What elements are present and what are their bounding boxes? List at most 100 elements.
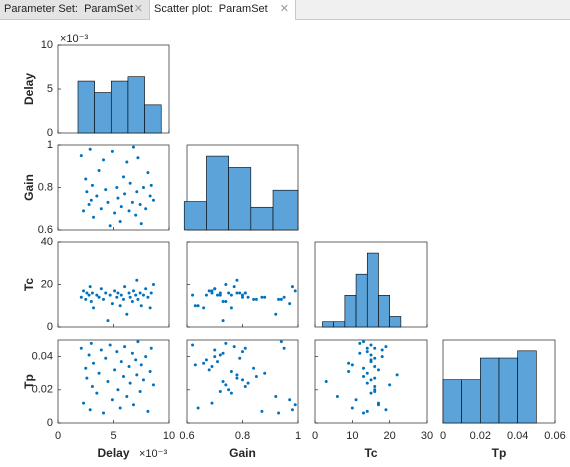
- histogram-bar: [272, 189, 299, 231]
- scatter-point: [141, 293, 145, 297]
- scatter-point: [224, 300, 228, 303]
- scatter-point: [358, 341, 362, 345]
- scatter-point: [241, 378, 244, 382]
- scatter-point: [89, 198, 93, 202]
- scatter-point: [210, 401, 214, 405]
- scatter-point: [123, 192, 127, 196]
- tab-active[interactable]: Scatter plot: ParamSet ✕: [150, 0, 296, 20]
- scatter-point: [241, 350, 244, 354]
- scatter-point: [358, 351, 362, 355]
- axes-box: [57, 144, 170, 231]
- scatter-point: [119, 205, 123, 209]
- scatter-point: [92, 306, 96, 310]
- x-tick-label: 0.6: [179, 430, 194, 442]
- scatter-point: [373, 356, 377, 360]
- histogram-bar: [127, 76, 145, 134]
- scatter-point: [235, 291, 239, 295]
- column-label: Tp: [492, 446, 507, 460]
- scatter-point: [213, 287, 217, 291]
- scatter-point: [232, 345, 236, 349]
- scatter-point: [243, 384, 247, 388]
- histogram-bar: [228, 167, 252, 231]
- histogram-bar: [322, 321, 334, 328]
- scatter-point: [229, 306, 233, 310]
- scatter-point: [125, 160, 129, 164]
- scatter-point: [92, 361, 96, 365]
- scatter-point: [221, 319, 225, 323]
- scatter-point: [350, 363, 354, 367]
- scatter-point: [118, 406, 122, 410]
- close-icon[interactable]: ✕: [279, 3, 289, 15]
- scatter-point: [127, 291, 131, 295]
- scatter-point: [246, 295, 250, 299]
- scatter-point: [85, 291, 89, 295]
- scatter-point: [106, 380, 110, 383]
- histogram-bar: [77, 80, 95, 134]
- close-icon[interactable]: ✕: [133, 3, 143, 15]
- scatter-point: [369, 353, 373, 357]
- scatter-point: [210, 291, 214, 295]
- scatter-point: [260, 295, 264, 299]
- scatter-point: [252, 366, 256, 370]
- histogram-bar: [355, 273, 368, 328]
- axes-box: [314, 339, 428, 424]
- scatter-point: [362, 375, 366, 379]
- scatter-point: [95, 391, 99, 395]
- tab-label: Parameter Set: ParamSet: [4, 3, 133, 15]
- scatter-point: [204, 358, 208, 362]
- scatter-point: [213, 355, 217, 359]
- histogram-bar: [333, 321, 346, 328]
- scatter-point: [369, 343, 373, 347]
- scatter-point: [104, 291, 108, 295]
- scatter-point: [148, 306, 152, 310]
- scatter-point: [118, 304, 122, 308]
- scatter-point: [362, 366, 366, 370]
- scatter-point: [274, 312, 278, 316]
- scatter-point: [373, 365, 377, 369]
- scatter-point: [141, 186, 145, 189]
- axes-box: [57, 339, 170, 424]
- scatter-point: [347, 361, 351, 365]
- column-label: Tc: [364, 446, 377, 460]
- scatter-point: [216, 293, 220, 297]
- scatter-point: [104, 356, 108, 360]
- histogram-bar: [378, 295, 390, 328]
- scatter-point: [115, 295, 119, 299]
- scatter-point: [235, 376, 239, 380]
- scatter-point: [125, 312, 129, 316]
- scatter-point: [87, 293, 91, 297]
- scatter-point: [263, 295, 267, 299]
- scatter-point: [95, 194, 99, 198]
- scatter-point: [134, 358, 138, 362]
- y-tick-label: 0: [47, 127, 53, 139]
- scatter-point: [149, 183, 153, 187]
- histogram-bar: [366, 252, 379, 328]
- row-label: Tp: [22, 374, 36, 389]
- scatter-point: [149, 291, 153, 295]
- axis-exponent: ×10⁻³: [139, 448, 167, 460]
- scatter-point: [138, 389, 142, 393]
- scatter-point: [121, 175, 125, 179]
- y-tick-label: 20: [41, 278, 53, 290]
- row-label: Gain: [22, 174, 36, 201]
- scatter-point: [365, 381, 369, 385]
- scatter-point: [238, 291, 242, 295]
- scatter-point: [365, 409, 369, 413]
- x-tick-label: 10: [346, 430, 358, 442]
- tab[interactable]: Parameter Set: ParamSet ✕: [0, 0, 150, 19]
- scatter-point: [135, 278, 139, 282]
- scatter-point: [216, 360, 220, 364]
- scatter-point: [135, 190, 139, 194]
- scatter-point: [82, 289, 86, 293]
- x-tick-label: 0.04: [507, 430, 528, 442]
- scatter-point: [134, 293, 138, 297]
- scatter-point: [102, 411, 106, 415]
- y-tick-label: 0.8: [38, 181, 53, 193]
- scatter-point: [87, 203, 91, 206]
- scatter-point: [373, 346, 377, 350]
- scatter-point: [130, 200, 134, 204]
- scatter-point: [115, 350, 119, 354]
- scatter-point: [138, 203, 142, 206]
- scatter-point: [260, 409, 264, 413]
- scatter-point: [84, 297, 88, 301]
